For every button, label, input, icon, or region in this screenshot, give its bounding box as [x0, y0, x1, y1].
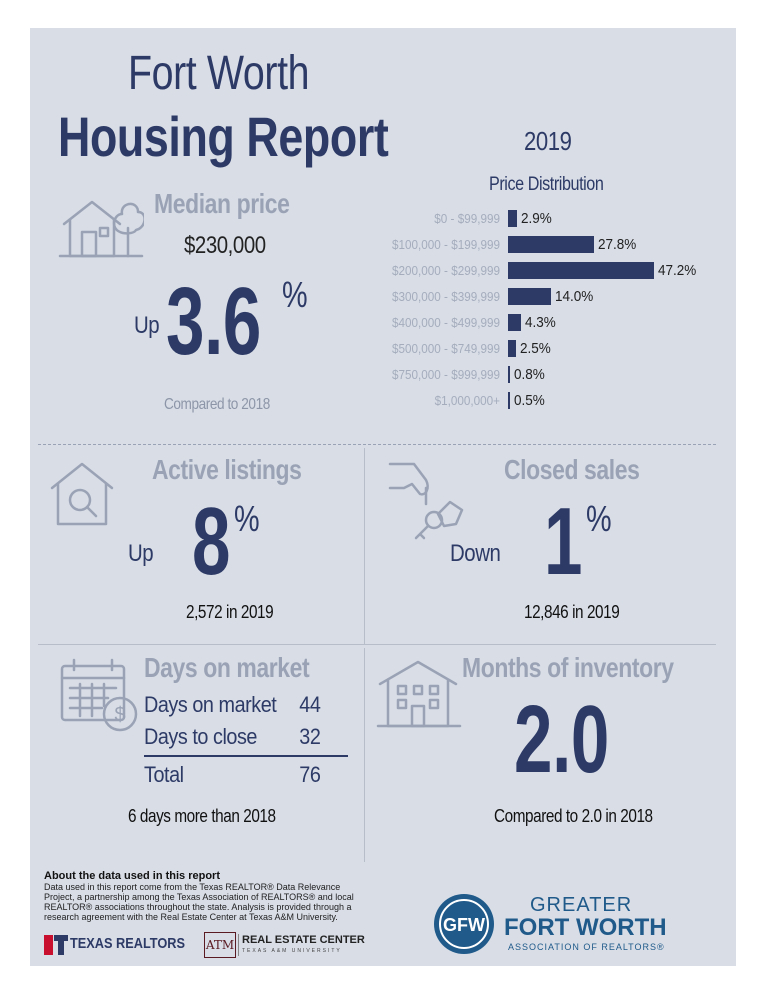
active-pct-sign: %	[234, 498, 260, 539]
title-line2: Housing Report	[58, 105, 389, 168]
dom-row-name: Days to close	[144, 724, 258, 749]
gfw-line1: GREATER	[530, 894, 633, 916]
dom-row: Days on market 44	[144, 692, 321, 718]
closed-label: Closed sales	[504, 454, 640, 485]
tam-logo: ATM	[204, 932, 236, 958]
gfw-badge-text: GFW	[443, 915, 485, 935]
moi-label: Months of inventory	[462, 652, 674, 683]
distribution-row: $750,000 - $999,999 0.8%	[30, 364, 736, 386]
distribution-range-label: $750,000 - $999,999	[392, 367, 500, 382]
distribution-range-label: $0 - $99,999	[434, 211, 500, 226]
distribution-bar	[508, 366, 511, 383]
active-change: 8	[192, 488, 231, 595]
house-tree-icon	[58, 200, 144, 258]
median-pct-sign: %	[282, 274, 308, 315]
active-count: 2,572 in 2019	[186, 602, 274, 622]
distribution-row: $200,000 - $299,999 47.2%	[30, 260, 736, 282]
active-direction: Up	[128, 540, 154, 567]
dom-row-name: Days on market	[144, 692, 277, 717]
distribution-range-label: $500,000 - $749,999	[392, 341, 500, 356]
title-line1: Fort Worth	[128, 47, 310, 100]
distribution-range-label: $200,000 - $299,999	[392, 263, 500, 278]
divider	[38, 444, 716, 445]
distribution-row: $1,000,000+ 0.5%	[30, 390, 736, 412]
median-price: $230,000	[184, 232, 266, 259]
distribution-value-label: 2.5%	[519, 340, 551, 357]
distribution-value-label: 27.8%	[598, 236, 637, 253]
distribution-bar	[508, 210, 517, 227]
dom-note: 6 days more than 2018	[128, 806, 276, 826]
closed-count: 12,846 in 2019	[524, 602, 620, 622]
divider	[364, 648, 365, 862]
distribution-value-label: 14.0%	[555, 288, 594, 305]
distribution-value-label: 0.8%	[514, 366, 546, 383]
house-search-icon	[50, 462, 114, 526]
active-label: Active listings	[152, 454, 302, 485]
distribution-bar	[508, 314, 522, 331]
dom-total-row: Total 76	[144, 762, 321, 788]
divider	[38, 644, 716, 645]
distribution-bar	[508, 392, 510, 409]
closed-direction: Down	[450, 540, 501, 567]
dom-row: Days to close 32	[144, 724, 321, 750]
median-change: 3.6	[166, 268, 262, 375]
total-rule	[144, 755, 348, 757]
closed-pct-sign: %	[586, 498, 612, 539]
distribution-row: $300,000 - $399,999 14.0%	[30, 286, 736, 308]
closed-change: 1	[544, 488, 583, 595]
distribution-title: Price Distribution	[489, 174, 604, 195]
report-year: 2019	[524, 126, 572, 156]
distribution-row: $100,000 - $199,999 27.8%	[30, 234, 736, 256]
about-text: Data used in this report come from the T…	[44, 882, 354, 922]
dom-total-value: 76	[299, 762, 321, 787]
dom-row-value: 44	[299, 692, 321, 717]
about-heading: About the data used in this report	[44, 870, 221, 882]
distribution-range-label: $100,000 - $199,999	[392, 237, 500, 252]
distribution-value-label: 4.3%	[525, 314, 557, 331]
distribution-row: $500,000 - $749,999 2.5%	[30, 338, 736, 360]
texas-realtors-text: TEXAS REALTORS	[70, 935, 186, 952]
distribution-range-label: $400,000 - $499,999	[392, 315, 500, 330]
gfw-line2: FORT WORTH	[504, 914, 667, 941]
rec-line1: REAL ESTATE CENTER	[242, 934, 365, 946]
distribution-value-label: 0.5%	[514, 392, 545, 409]
gfw-line3: ASSOCIATION OF REALTORS®	[508, 942, 665, 952]
moi-value: 2.0	[514, 686, 610, 793]
svg-text:$: $	[114, 704, 125, 726]
texas-realtors-logo: TEXAS REALTORS	[44, 934, 194, 956]
distribution-bar	[508, 236, 595, 253]
moi-compare: Compared to 2.0 in 2018	[494, 806, 653, 826]
rec-line2: TEXAS A&M UNIVERSITY	[242, 948, 342, 954]
calendar-dollar-icon: $	[60, 658, 138, 732]
distribution-bar	[508, 262, 655, 279]
median-compare: Compared to 2018	[164, 396, 270, 413]
distribution-value-label: 2.9%	[520, 210, 552, 227]
distribution-range-label: $1,000,000+	[434, 393, 500, 408]
dom-label: Days on market	[144, 652, 310, 683]
gfw-badge-icon: GFW	[434, 894, 494, 954]
distribution-value-label: 47.2%	[658, 262, 697, 279]
median-label: Median price	[154, 188, 290, 219]
apartment-building-icon	[376, 660, 462, 728]
distribution-row: $400,000 - $499,999 4.3%	[30, 312, 736, 334]
distribution-bar	[508, 340, 516, 357]
distribution-bar	[508, 288, 552, 305]
logo-divider	[238, 934, 239, 956]
dom-total-name: Total	[144, 762, 184, 787]
distribution-range-label: $300,000 - $399,999	[392, 289, 500, 304]
dom-row-value: 32	[299, 724, 321, 749]
texas-realtors-mark	[44, 935, 68, 955]
median-direction: Up	[134, 312, 160, 339]
divider	[364, 448, 365, 644]
report-card: Fort Worth Housing Report Median price $…	[30, 28, 736, 966]
price-distribution-chart: $0 - $99,999 2.9% $100,000 - $199,999 27.8%…	[30, 28, 736, 428]
hand-keys-icon	[388, 462, 464, 540]
distribution-row: $0 - $99,999 2.9%	[30, 208, 736, 230]
